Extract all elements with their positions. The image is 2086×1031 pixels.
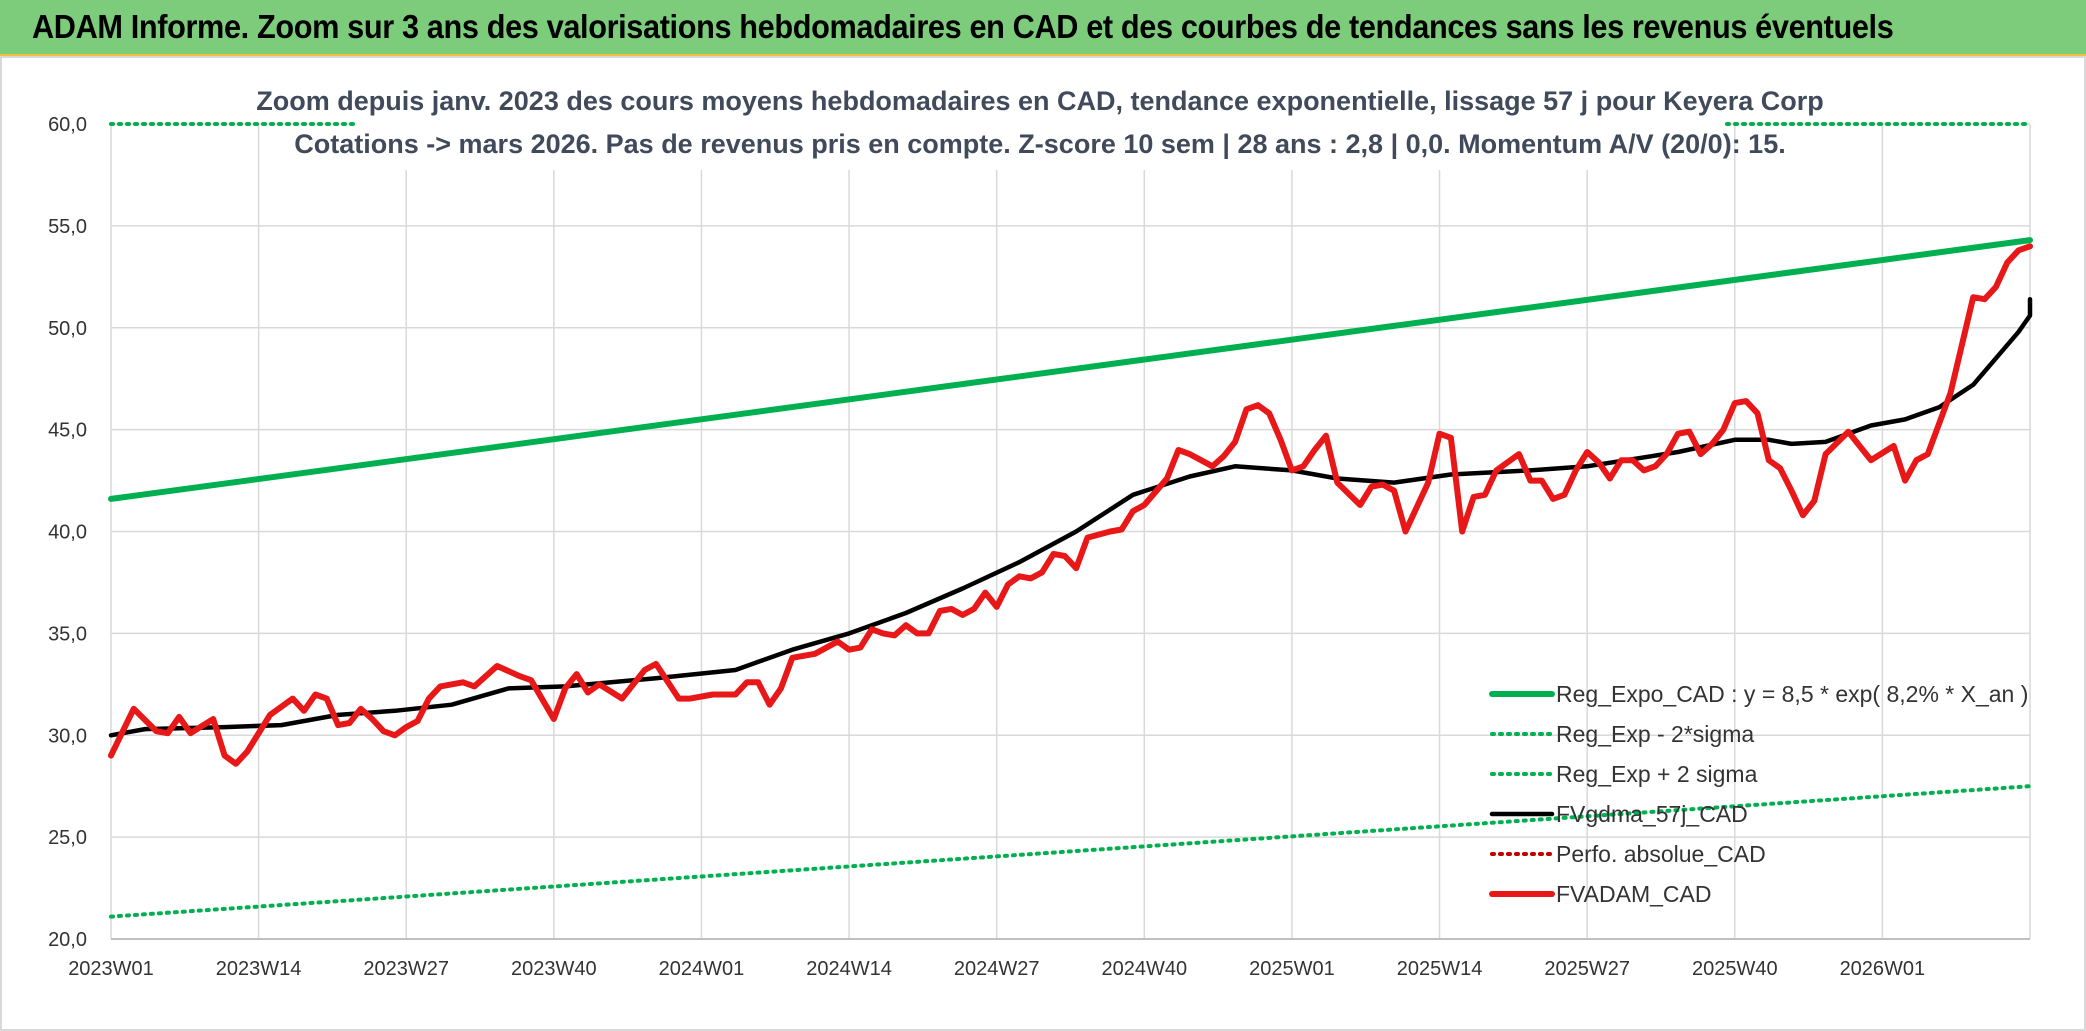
x-tick-label: 2024W14 [806, 958, 892, 980]
series-line [108, 237, 2033, 502]
chart-title: Zoom depuis janv. 2023 des cours moyens … [256, 86, 1824, 116]
header-title: ADAM Informe. Zoom sur 3 ans des valoris… [32, 8, 1894, 45]
y-tick-label: 60,0 [48, 114, 87, 136]
y-tick-label: 40,0 [48, 522, 87, 544]
legend-label: Reg_Exp - 2*sigma [1556, 721, 1754, 747]
x-axis-ticks: 2023W01 2023W14 2023W27 2023W40 2024W01 2024W… [68, 958, 1925, 980]
chart-subtitle: Cotations -> mars 2026. Pas de revenus p… [294, 129, 1785, 159]
legend: Reg_Expo_CAD : y = 8,5 * exp( 8,2% * X_a… [1489, 681, 2028, 907]
x-tick-label: 2025W14 [1397, 958, 1483, 980]
x-tick-label: 2025W01 [1249, 958, 1335, 980]
y-tick-label: 25,0 [48, 827, 87, 849]
series-line [108, 243, 2033, 767]
series-line [109, 784, 2032, 919]
x-tick-label: 2023W01 [68, 958, 154, 980]
x-tick-label: 2023W27 [363, 958, 449, 980]
legend-label: Reg_Expo_CAD : y = 8,5 * exp( 8,2% * X_a… [1556, 681, 2028, 707]
legend-label: FVADAM_CAD [1556, 881, 1712, 907]
legend-label: Reg_Exp + 2 sigma [1556, 761, 1758, 787]
y-tick-label: 45,0 [48, 420, 87, 442]
series-group [108, 122, 2033, 919]
series-line [108, 296, 2033, 738]
x-tick-label: 2024W01 [659, 958, 745, 980]
x-tick-label: 2024W27 [954, 958, 1040, 980]
y-tick-label: 50,0 [48, 318, 87, 340]
x-tick-label: 2023W14 [216, 958, 302, 980]
y-tick-label: 35,0 [48, 623, 87, 645]
x-tick-label: 2024W40 [1101, 958, 1187, 980]
x-tick-label: 2025W27 [1544, 958, 1630, 980]
title-background [355, 80, 1725, 170]
header-bar: ADAM Informe. Zoom sur 3 ans des valoris… [0, 0, 2086, 56]
x-tick-label: 2026W01 [1840, 958, 1926, 980]
x-tick-label: 2025W40 [1692, 958, 1778, 980]
chart-frame [0, 56, 2086, 1031]
y-tick-label: 30,0 [48, 725, 87, 747]
legend-label: Perfo. absolue_CAD [1556, 841, 1766, 867]
y-axis-ticks: 20,0 25,0 30,0 35,0 40,0 45,0 50,0 55,0 60,0 [48, 114, 87, 951]
x-tick-label: 2023W40 [511, 958, 597, 980]
y-tick-label: 55,0 [48, 216, 87, 238]
y-tick-label: 20,0 [48, 929, 87, 951]
legend-label: FVgdma_57j_CAD [1556, 801, 1748, 827]
